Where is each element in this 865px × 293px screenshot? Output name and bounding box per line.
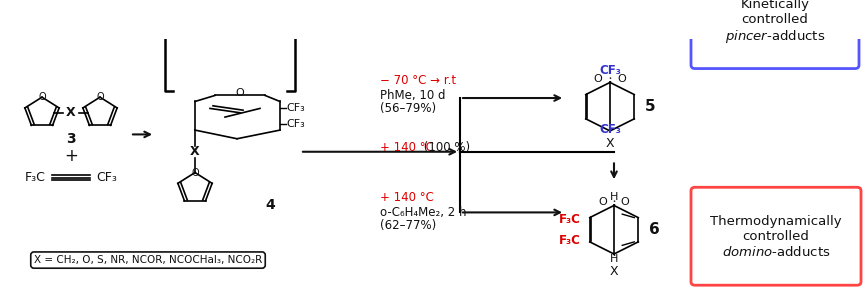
Text: + 140 °C: + 140 °C: [380, 191, 434, 204]
Text: F₃C: F₃C: [24, 171, 46, 184]
Text: X = CH₂, O, S, NR, NCOR, NCOCHal₃, NCO₂R: X = CH₂, O, S, NR, NCOR, NCOCHal₃, NCO₂R: [34, 255, 262, 265]
Text: X: X: [67, 106, 76, 119]
Text: CF₃: CF₃: [599, 123, 621, 136]
Text: O: O: [235, 88, 245, 98]
Text: (100 %): (100 %): [420, 141, 470, 154]
Text: 5: 5: [644, 99, 656, 114]
Text: H: H: [610, 254, 618, 264]
Text: PhMe, 10 d: PhMe, 10 d: [380, 89, 445, 102]
Text: 6: 6: [649, 222, 659, 237]
Text: CF₃: CF₃: [286, 119, 304, 129]
Text: Thermodynamically
controlled
$\it{domino}$-adducts: Thermodynamically controlled $\it{domino…: [710, 214, 842, 259]
Text: 4: 4: [266, 198, 275, 212]
FancyBboxPatch shape: [691, 0, 859, 69]
Text: (56–79%): (56–79%): [380, 102, 436, 115]
FancyBboxPatch shape: [691, 187, 861, 285]
Text: +: +: [64, 147, 78, 165]
Text: CF₃: CF₃: [286, 103, 304, 113]
Text: O: O: [599, 197, 607, 207]
Text: + 140 °C: + 140 °C: [380, 141, 434, 154]
Text: O: O: [96, 92, 104, 102]
Text: O: O: [620, 197, 630, 207]
Text: O: O: [38, 92, 46, 102]
Text: X: X: [610, 265, 618, 278]
Text: H: H: [610, 192, 618, 202]
Text: CF₃: CF₃: [599, 64, 621, 77]
Text: O: O: [191, 168, 199, 178]
Text: F₃C: F₃C: [559, 213, 581, 226]
Text: CF₃: CF₃: [97, 171, 118, 184]
Text: O: O: [618, 74, 626, 84]
Text: (62–77%): (62–77%): [380, 219, 436, 232]
Text: F₃C: F₃C: [559, 234, 581, 247]
Text: − 70 °C → r.t: − 70 °C → r.t: [380, 74, 456, 87]
Text: Kinetically
controlled
$\it{pincer}$-adducts: Kinetically controlled $\it{pincer}$-add…: [725, 0, 825, 45]
Text: X: X: [190, 145, 200, 158]
Text: 3: 3: [67, 132, 76, 146]
Text: o-C₆H₄Me₂, 2 h: o-C₆H₄Me₂, 2 h: [380, 206, 466, 219]
Text: X: X: [606, 137, 614, 150]
Text: O: O: [593, 74, 602, 84]
